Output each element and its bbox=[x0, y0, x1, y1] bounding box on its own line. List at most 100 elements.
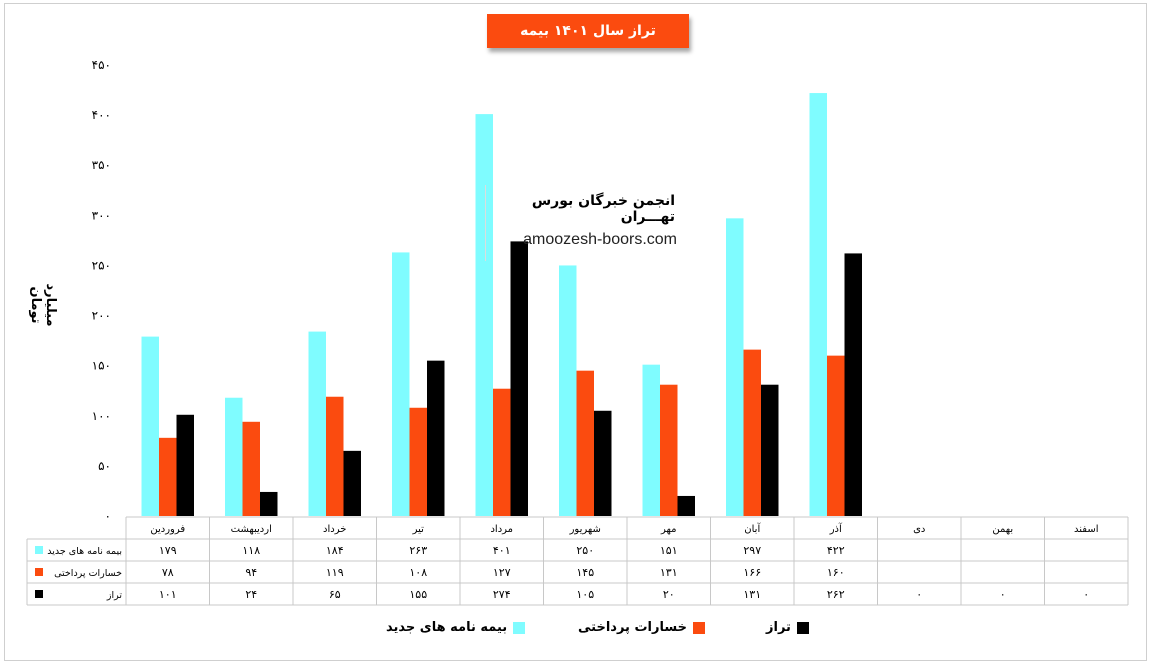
legend-swatch bbox=[692, 621, 705, 634]
data-label: ۲۶۳ bbox=[409, 544, 427, 557]
bar bbox=[409, 407, 427, 516]
bar bbox=[510, 241, 528, 516]
chart-frame bbox=[4, 3, 1147, 661]
y-tick-label: ۱۰۰ bbox=[92, 409, 111, 423]
data-label: ۰ bbox=[1083, 588, 1089, 601]
bar bbox=[559, 265, 577, 516]
data-label: ۱۱۸ bbox=[242, 544, 260, 557]
data-label: ۲۹۷ bbox=[743, 544, 761, 557]
table-series-name: تراز bbox=[106, 590, 122, 601]
y-tick-label: ۰ bbox=[105, 509, 111, 523]
data-label: ۶۵ bbox=[329, 588, 341, 601]
bar bbox=[475, 114, 493, 516]
data-label: ۲۵۰ bbox=[576, 544, 594, 557]
data-label: ۲۴ bbox=[245, 588, 257, 601]
y-tick-label: ۲۰۰ bbox=[92, 309, 111, 323]
bar bbox=[308, 331, 326, 516]
data-label: ۱۵۵ bbox=[409, 588, 427, 601]
legend-label: خسارات پرداختی bbox=[578, 620, 687, 635]
bar bbox=[159, 437, 177, 516]
data-label: ۱۱۹ bbox=[326, 566, 344, 579]
bar bbox=[726, 218, 744, 516]
data-label: ۱۶۶ bbox=[743, 566, 761, 579]
bar bbox=[677, 495, 695, 516]
bar bbox=[260, 491, 278, 516]
legend: بیمه نامه های جدید خسارات پرداختی تراز bbox=[0, 620, 1151, 644]
data-label: ۷۸ bbox=[162, 566, 174, 579]
data-label: ۰ bbox=[1000, 588, 1006, 601]
bar bbox=[827, 355, 845, 516]
legend-swatch bbox=[513, 621, 526, 634]
y-tick-label: ۲۵۰ bbox=[92, 258, 111, 272]
bar bbox=[844, 253, 862, 516]
legend-swatch bbox=[796, 621, 809, 634]
table-series-name: بیمه نامه های جدید bbox=[47, 546, 122, 557]
data-label: ۲۷۴ bbox=[493, 588, 511, 601]
y-tick-label: ۴۰۰ bbox=[92, 108, 111, 122]
category-label: اسفند bbox=[1074, 524, 1098, 535]
y-tick-label: ۵۰ bbox=[98, 459, 111, 473]
chart-title: تراز سال ۱۴۰۱ بیمه نویـــــــن bbox=[487, 14, 689, 73]
y-tick-label: ۳۰۰ bbox=[92, 208, 111, 222]
data-label: ۰ bbox=[916, 588, 922, 601]
data-label: ۱۳۱ bbox=[743, 588, 761, 601]
watermark-title: انجمن خبرگان بورس تهـــران bbox=[531, 193, 675, 225]
bar bbox=[642, 364, 660, 516]
bar bbox=[809, 93, 827, 516]
category-label: آبان bbox=[744, 522, 761, 535]
data-label: ۲۰ bbox=[663, 588, 675, 601]
bar bbox=[141, 336, 159, 516]
table-legend-key bbox=[35, 568, 43, 576]
bar bbox=[493, 388, 511, 516]
data-label: ۱۳۱ bbox=[660, 566, 678, 579]
data-label: ۱۷۹ bbox=[159, 544, 177, 557]
data-label: ۱۰۵ bbox=[576, 588, 594, 601]
watermark-site: amoozesh-boors.com bbox=[523, 231, 677, 248]
category-label: تیر bbox=[412, 524, 425, 535]
data-label: ۱۶۰ bbox=[827, 566, 845, 579]
bar bbox=[761, 384, 779, 516]
bar bbox=[176, 414, 194, 516]
bar bbox=[427, 360, 445, 516]
bar bbox=[594, 410, 612, 516]
data-label: ۴۲۲ bbox=[827, 544, 845, 557]
legend-label: بیمه نامه های جدید bbox=[386, 620, 508, 635]
table-legend-key bbox=[35, 590, 43, 598]
bar bbox=[392, 252, 410, 516]
legend-item-balance: تراز bbox=[766, 620, 809, 635]
category-label: مهر bbox=[660, 524, 676, 535]
bar bbox=[326, 396, 344, 516]
legend-item-new-policies: بیمه نامه های جدید bbox=[386, 620, 526, 635]
category-label: فروردین bbox=[150, 524, 185, 535]
data-label: ۱۰۸ bbox=[409, 566, 427, 579]
y-tick-label: ۳۵۰ bbox=[92, 158, 111, 172]
bar bbox=[743, 349, 761, 516]
table-legend-key bbox=[35, 546, 43, 554]
data-label: ۱۴۵ bbox=[576, 566, 594, 579]
legend-label: تراز bbox=[766, 620, 791, 635]
table-series-name: خسارات پرداختی bbox=[54, 568, 122, 579]
bar bbox=[242, 421, 260, 516]
legend-item-claims: خسارات پرداختی bbox=[578, 620, 705, 635]
category-label: دی bbox=[913, 524, 925, 535]
data-label: ۲۶۲ bbox=[827, 588, 845, 601]
category-label: مرداد bbox=[490, 524, 513, 535]
category-label: اردیبهشت bbox=[231, 524, 272, 535]
data-label: ۹۴ bbox=[245, 566, 257, 579]
bar bbox=[576, 370, 594, 516]
y-tick-label: ۱۵۰ bbox=[92, 359, 111, 373]
bar bbox=[225, 397, 243, 516]
category-label: خرداد bbox=[323, 524, 346, 535]
y-tick-label: ۴۵۰ bbox=[92, 58, 111, 72]
category-label: آذر bbox=[829, 522, 843, 535]
category-label: شهریور bbox=[569, 524, 601, 535]
category-label: بهمن bbox=[992, 524, 1013, 535]
watermark: انجمن خبرگان بورس تهـــران amoozesh-boor… bbox=[485, 185, 681, 261]
data-label: ۱۵۱ bbox=[660, 544, 678, 557]
data-label: ۱۰۱ bbox=[159, 588, 177, 601]
bar bbox=[660, 384, 678, 516]
data-label: ۱۲۷ bbox=[493, 566, 511, 579]
data-label: ۴۰۱ bbox=[493, 544, 511, 557]
data-label: ۱۸۴ bbox=[326, 544, 344, 557]
